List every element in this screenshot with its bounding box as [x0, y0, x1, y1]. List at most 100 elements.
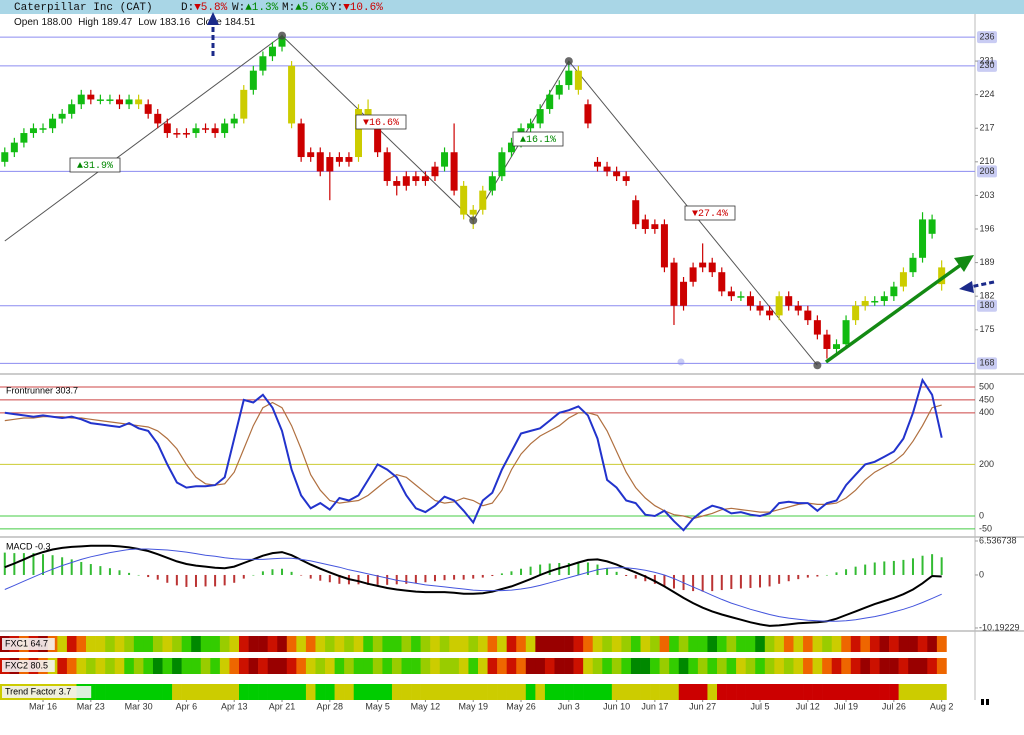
period-label: W: [232, 2, 245, 14]
heat-cell [927, 636, 938, 652]
heat-cell [898, 636, 909, 652]
level-label: 236 [979, 31, 994, 41]
heat-cell [458, 636, 469, 652]
candle-body [202, 128, 210, 130]
heat-cell [401, 636, 412, 652]
heat-cell [124, 684, 135, 700]
histogram-bar [491, 574, 494, 577]
heat-cell [525, 658, 536, 674]
heat-cell [258, 658, 268, 674]
candle-body [594, 161, 601, 167]
histogram-bar [845, 569, 848, 575]
histogram-bar [175, 574, 178, 586]
macd-line [4, 544, 942, 627]
heat-cell [592, 658, 603, 674]
heat-cell [449, 636, 460, 652]
heat-cell [133, 658, 144, 674]
heat-cell [669, 684, 680, 700]
heat-cell [535, 658, 546, 674]
heat-cell [917, 658, 928, 674]
heat-cell [363, 684, 374, 700]
histogram-bar [367, 574, 370, 585]
candle-body [727, 291, 735, 297]
heat-cell [105, 684, 116, 700]
candle-body [842, 320, 850, 345]
histogram-bar [395, 574, 398, 585]
heat-cell [430, 684, 441, 700]
heat-cell [525, 684, 536, 700]
candle-body [135, 99, 143, 105]
histogram-bar [108, 568, 111, 575]
histogram-bar [825, 574, 828, 576]
candle-body [813, 320, 821, 335]
heat-cell [66, 658, 77, 674]
histogram-bar [873, 562, 876, 575]
candle-body [469, 209, 477, 215]
heat-cell [391, 684, 402, 700]
histogram-bar [701, 574, 704, 592]
heat-cell [726, 684, 737, 700]
histogram-bar [520, 568, 523, 575]
candle-body [144, 104, 152, 114]
heat-cell [114, 636, 125, 652]
heat-cell [936, 658, 947, 674]
y-tick-label: 400 [979, 407, 994, 417]
heat-cell [229, 658, 240, 674]
period-value: ▲5.6% [295, 2, 328, 14]
histogram-bar [759, 574, 762, 588]
heat-cell [592, 636, 603, 652]
heat-cell [736, 684, 746, 700]
heat-cell [478, 636, 488, 652]
heat-cell [707, 658, 718, 674]
quote-label: Open [14, 17, 38, 28]
heat-cell [458, 658, 469, 674]
candle-body [680, 281, 688, 306]
heat-cell [411, 658, 421, 674]
heat-cell [889, 636, 899, 652]
heat-cell [382, 658, 393, 674]
pointer-arrow [969, 280, 995, 289]
level-label: 180 [979, 300, 994, 310]
histogram-bar [720, 574, 723, 591]
heat-cell [640, 658, 651, 674]
heat-title-bg [2, 686, 92, 698]
histogram-bar [883, 561, 886, 575]
heat-cell [812, 658, 823, 674]
level-label: 168 [979, 358, 994, 368]
histogram-bar [911, 558, 914, 575]
heat-cell [66, 636, 77, 652]
quote-label: Low [138, 17, 157, 28]
heat-cell [401, 684, 412, 700]
candle-body [58, 113, 66, 119]
icon [981, 699, 984, 705]
histogram-bar [261, 571, 264, 575]
heat-cell [917, 636, 928, 652]
histogram-bar [80, 561, 83, 575]
candle-body [756, 305, 764, 311]
histogram-bar [940, 557, 943, 575]
histogram-bar [137, 574, 140, 576]
candle-body [431, 166, 439, 177]
candle-body [106, 99, 114, 101]
heat-cell [869, 684, 880, 700]
histogram-bar [3, 552, 6, 575]
candle-body [450, 152, 458, 191]
annotation-box [355, 114, 407, 130]
heat-cell [544, 658, 555, 674]
candle-body [316, 152, 324, 172]
candle-body [622, 176, 630, 182]
heat-cell [57, 636, 68, 652]
x-tick-label: Apr 6 [176, 701, 198, 711]
annotation: ▲16.1% [520, 135, 556, 146]
histogram-bar [739, 574, 742, 589]
candle-body [125, 99, 133, 105]
heat-cell [564, 658, 574, 674]
candle-body [737, 296, 745, 298]
heat-cell [305, 636, 316, 652]
histogram-bar [625, 574, 628, 577]
candle-body [708, 262, 716, 273]
heat-cell [803, 636, 813, 652]
heat-cell [621, 684, 632, 700]
heat-cell [468, 684, 479, 700]
heat-cell [57, 658, 68, 674]
